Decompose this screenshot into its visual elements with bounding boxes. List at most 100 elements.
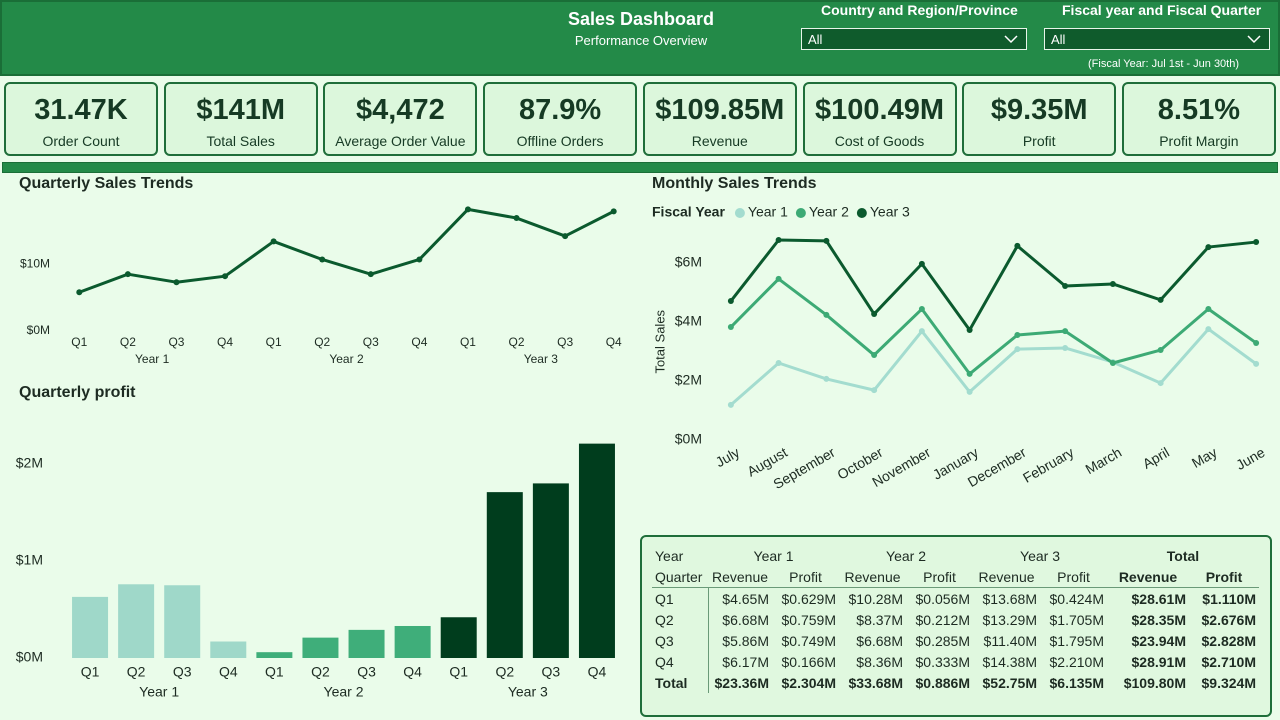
- line-marker: [966, 326, 973, 333]
- line-series: [78, 207, 615, 294]
- line-marker: [562, 233, 569, 240]
- line-marker: [823, 311, 830, 318]
- x-tick-label: Q2: [127, 664, 146, 680]
- x-tick-label: Q1: [265, 664, 284, 680]
- bar: [302, 637, 339, 658]
- table-cell: $0.759M: [781, 611, 836, 628]
- kpi-card: $9.35M Profit: [962, 82, 1117, 156]
- table-row: Q1 $4.65M $0.629M $10.28M $0.056M $13.68M $0.4…: [652, 587, 1259, 609]
- table-cell: $8.36M: [856, 653, 903, 670]
- kpi-label: Total Sales: [206, 133, 275, 149]
- y-tick-label: $6M: [675, 254, 702, 270]
- bar: [532, 483, 569, 658]
- x-tick-label: Q3: [542, 664, 561, 680]
- column-header: Profit: [1189, 566, 1259, 588]
- separator: [2, 162, 1278, 173]
- line-marker: [124, 271, 131, 278]
- table-cell: $10.28M: [848, 590, 903, 607]
- bar: [210, 641, 247, 658]
- line-marker: [1205, 306, 1212, 313]
- x-tick-label: Q1: [266, 335, 282, 349]
- legend-swatch: [856, 208, 867, 218]
- line-marker: [1157, 347, 1164, 354]
- kpi-label: Cost of Goods: [834, 133, 925, 149]
- chevron-icon: [1247, 35, 1261, 44]
- x-tick-label: Q4: [588, 664, 607, 680]
- line-marker: [270, 238, 277, 245]
- column-group-header: Total: [1166, 547, 1200, 564]
- column-group-header: Year: [655, 547, 684, 564]
- line-marker: [173, 279, 180, 286]
- x-tick-label: March: [1083, 444, 1125, 477]
- column-header: Quarter: [652, 566, 708, 588]
- table-cell: $23.36M: [714, 674, 769, 691]
- row-header: Q1: [652, 587, 709, 609]
- bar: [486, 492, 523, 658]
- kpi-label: Offline Orders: [516, 133, 604, 149]
- table-cell: $0.333M: [915, 653, 970, 670]
- line-marker: [1157, 380, 1164, 387]
- kpi-value: $109.85M: [655, 94, 785, 126]
- kpi-value: 87.9%: [518, 94, 602, 126]
- filter-dropdown[interactable]: All: [801, 28, 1027, 50]
- table-cell: $0.749M: [781, 632, 836, 649]
- line-marker: [1014, 242, 1021, 249]
- line-marker: [966, 388, 973, 395]
- header-row: Year Year 1 Year 2 Year 3 Total: [652, 545, 1259, 566]
- table-row: Total $23.36M $2.304M $33.68M $0.886M $52.75M…: [652, 672, 1259, 693]
- table-cell: $11.40M: [983, 632, 1037, 649]
- chevron-icon: [1004, 35, 1018, 44]
- table-cell: $2.710M: [1201, 653, 1256, 670]
- header-row: Quarter Revenue Profit Revenue Profit Revenue…: [652, 566, 1259, 588]
- table-cell: $14.38M: [982, 653, 1037, 670]
- column-header: Revenue: [708, 566, 772, 588]
- table: Year Year 1 Year 2 Year 3 Total Quarter Revenu…: [652, 545, 1259, 693]
- row-header: Q2: [652, 609, 709, 630]
- bar: [394, 625, 431, 658]
- kpi-label: Order Count: [42, 133, 120, 149]
- kpi-value: $9.35M: [990, 94, 1088, 126]
- line-marker: [918, 328, 925, 335]
- table-cell: $0.166M: [781, 653, 836, 670]
- x-tick-label: Q4: [411, 335, 427, 349]
- line-marker: [1157, 296, 1164, 303]
- x-tick-label: Q3: [168, 335, 184, 349]
- table-cell: $33.68M: [848, 674, 903, 691]
- line-series: [729, 238, 1257, 332]
- kpi-card: $109.85M Revenue: [642, 82, 797, 156]
- bar: [72, 596, 109, 658]
- legend-swatch: [734, 208, 745, 218]
- x-tick-label: Q2: [311, 664, 330, 680]
- kpi-card: $100.49M Cost of Goods: [802, 82, 957, 156]
- table-cell: $0.212M: [915, 611, 970, 628]
- kpi-value: 8.51%: [1157, 94, 1240, 126]
- kpi-value: $4,472: [356, 94, 445, 126]
- kpi-card: $4,472 Average Order Value: [323, 82, 478, 156]
- matrix-table: Year Year 1 Year 2 Year 3 Total Quarter Revenu…: [640, 535, 1272, 717]
- line-marker: [367, 271, 374, 278]
- column-group-header: Year 2: [886, 547, 926, 564]
- column-group-header: Year 3: [1020, 547, 1060, 564]
- line-marker: [1014, 346, 1021, 353]
- table-cell: $13.68M: [982, 590, 1037, 607]
- column-group-header: Year 1: [753, 547, 794, 564]
- legend-label: Year 3: [870, 204, 910, 220]
- table-cell: $8.37M: [856, 611, 903, 628]
- dashboard-title: Sales Dashboard: [567, 9, 715, 29]
- kpi-value: 31.47K: [34, 94, 128, 126]
- y-tick-label: $1M: [16, 552, 43, 568]
- filter-dropdown[interactable]: All: [1044, 28, 1270, 50]
- kpi-card: 87.9% Offline Orders: [483, 82, 638, 156]
- x-tick-label: Q2: [120, 335, 136, 349]
- row-header: Q3: [652, 630, 709, 651]
- column-header: Profit: [1040, 566, 1107, 588]
- x-tick-label: July: [713, 444, 743, 470]
- table-cell: $0.629M: [781, 590, 836, 607]
- line-marker: [1253, 239, 1260, 246]
- bar: [256, 652, 293, 658]
- line-marker: [1014, 331, 1021, 338]
- line-marker: [319, 256, 326, 263]
- table-cell: $2.828M: [1201, 632, 1256, 649]
- line-marker: [823, 375, 830, 382]
